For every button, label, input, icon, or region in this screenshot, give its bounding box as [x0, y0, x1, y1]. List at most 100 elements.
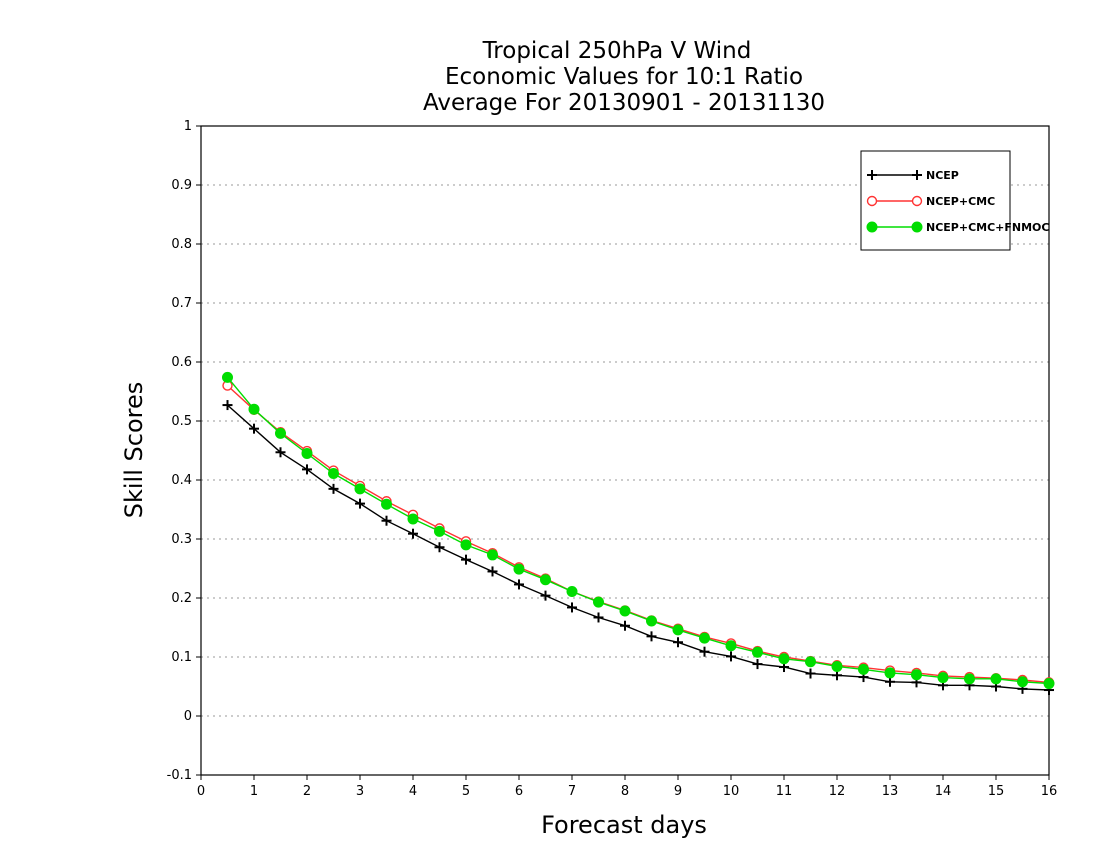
y-tick-label: 0.6 [171, 355, 192, 370]
data-point [646, 615, 657, 627]
x-tick-label: 7 [568, 784, 576, 799]
grid [201, 184, 1049, 717]
legend-item: NCEP [867, 169, 959, 182]
y-tick-label: 0.8 [171, 237, 192, 252]
series-line [227, 404, 1050, 691]
data-point [248, 403, 260, 415]
data-point [222, 400, 233, 411]
data-point [805, 656, 816, 668]
y-tick-label: 0.5 [171, 414, 192, 429]
data-point [672, 624, 684, 636]
data-point [778, 653, 790, 665]
data-point [1017, 676, 1028, 688]
y-tick-label: -0.1 [167, 768, 192, 783]
x-axis: 0 1 2 3 4 5 6 7 8 9 10 11 12 13 14 15 16 [197, 775, 1057, 799]
y-tick-label: 0 [184, 709, 192, 724]
data-point [302, 464, 312, 475]
data-point [434, 525, 445, 537]
data-point [619, 605, 631, 617]
x-tick-label: 6 [515, 784, 523, 799]
y-axis-title: Skill Scores [120, 382, 148, 519]
data-point [407, 513, 419, 525]
data-point [381, 498, 392, 510]
y-tick-label: 0.1 [171, 650, 192, 665]
data-point [593, 596, 604, 608]
data-point [832, 670, 842, 681]
data-point [990, 673, 1002, 685]
x-tick-label: 11 [776, 784, 793, 799]
legend-swatch-marker [866, 195, 878, 207]
data-point [964, 673, 975, 685]
data-point [566, 586, 578, 598]
data-point [540, 590, 551, 601]
data-point [354, 483, 366, 495]
data-point [752, 659, 763, 670]
y-tick-label: 0.3 [171, 532, 192, 547]
x-tick-label: 16 [1041, 784, 1058, 799]
data-point [487, 549, 498, 561]
data-point [275, 427, 286, 439]
y-tick-label: 0.2 [171, 591, 192, 606]
x-tick-label: 13 [882, 784, 899, 799]
data-point [726, 651, 736, 662]
data-point [249, 423, 259, 434]
data-point [725, 640, 737, 652]
data-point [673, 637, 683, 648]
x-tick-label: 3 [356, 784, 364, 799]
y-axis: -0.1 0 0.1 0.2 0.3 0.4 0.5 0.6 0.7 0.8 0.9 1 [167, 119, 201, 783]
data-point [513, 563, 525, 575]
series-line [227, 385, 1050, 684]
series-line [226, 376, 1050, 685]
x-tick-label: 4 [409, 784, 417, 799]
y-tick-label: 0.4 [171, 473, 192, 488]
data-point [805, 668, 816, 679]
data-point [567, 602, 577, 613]
x-tick-label: 12 [829, 784, 846, 799]
data-point [884, 667, 896, 679]
data-point [911, 669, 922, 681]
data-point [646, 631, 657, 642]
data-point [1043, 678, 1055, 690]
data-point [699, 632, 710, 644]
x-tick-label: 2 [303, 784, 311, 799]
data-point [858, 663, 869, 675]
data-point [540, 574, 551, 586]
legend-label: NCEP+CMC+FNMOC [926, 221, 1049, 234]
series-ncep-cmc-fnmoc [222, 371, 1055, 690]
y-tick-label: 0.9 [171, 178, 192, 193]
chart-title: Tropical 250hPa V Wind Economic Values f… [423, 38, 825, 116]
series-layer [222, 371, 1055, 696]
x-axis-title: Forecast days [541, 811, 707, 839]
x-tick-label: 15 [988, 784, 1005, 799]
x-tick-label: 14 [935, 784, 952, 799]
legend-swatch-marker [911, 221, 923, 233]
data-point [381, 515, 392, 526]
x-tick-label: 10 [723, 784, 740, 799]
data-point [460, 539, 472, 551]
data-point [487, 566, 498, 577]
data-point [222, 371, 233, 383]
x-tick-label: 9 [674, 784, 682, 799]
legend-item: NCEP+CMC+FNMOC [866, 221, 1049, 234]
legend-swatch-marker [867, 170, 877, 180]
data-point [328, 468, 339, 480]
data-point [355, 498, 365, 509]
data-point [514, 579, 524, 590]
legend-swatch-marker [912, 170, 922, 180]
y-tick-label: 1 [184, 119, 192, 134]
data-point [434, 542, 445, 553]
data-point [461, 554, 471, 565]
data-point [699, 646, 710, 657]
y-tick-label: 0.7 [171, 296, 192, 311]
data-point [620, 620, 630, 631]
legend-item: NCEP+CMC [866, 195, 995, 208]
data-point [831, 660, 843, 672]
series-ncep [222, 400, 1054, 696]
x-tick-label: 0 [197, 784, 205, 799]
data-point [275, 447, 286, 458]
x-tick-label: 1 [250, 784, 258, 799]
data-point [301, 447, 313, 459]
data-point [885, 676, 895, 687]
series-ncep-cmc [222, 380, 1055, 688]
